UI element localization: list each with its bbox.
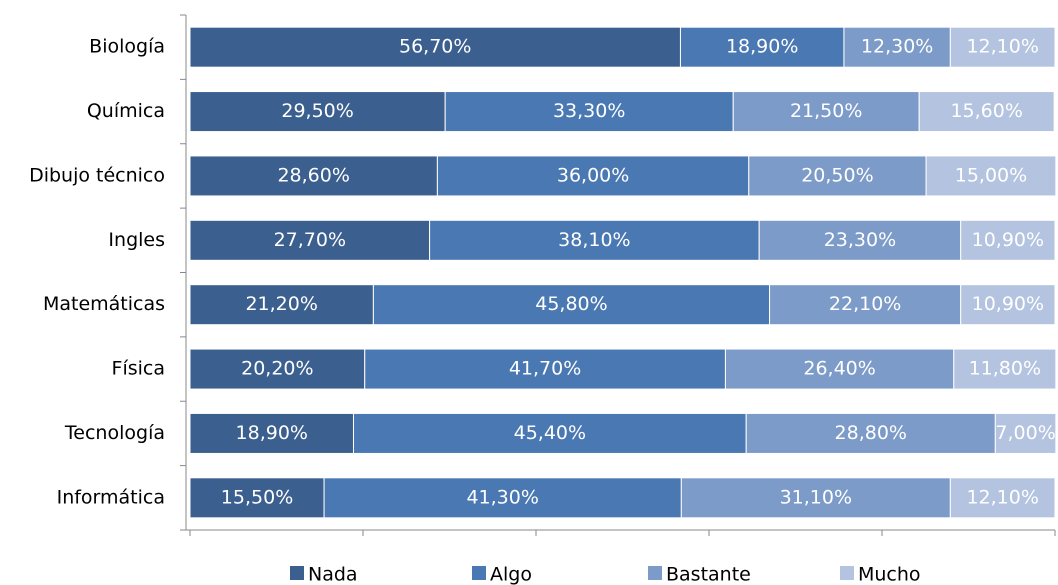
value-label: 29,50% [281, 100, 353, 122]
value-label: 12,10% [966, 486, 1038, 508]
bar-segment [189, 348, 366, 390]
category-label: Física [112, 358, 165, 380]
legend-label: Bastante [666, 564, 751, 585]
bar-segment [949, 26, 1056, 68]
category-label: Ingles [108, 229, 165, 251]
value-label: 15,00% [955, 164, 1027, 186]
bar-segment [758, 219, 962, 261]
bar-segment [748, 155, 927, 197]
category-label: Matemáticas [43, 293, 165, 315]
value-label: 18,90% [726, 36, 798, 58]
value-label: 38,10% [558, 229, 630, 251]
legend-label: Mucho [858, 564, 921, 585]
bar-segment [732, 91, 920, 133]
bar-segment [436, 155, 750, 197]
bar-segment [372, 284, 771, 326]
value-label: 15,50% [221, 486, 293, 508]
legend-swatch [648, 566, 662, 580]
value-label: 26,40% [803, 358, 875, 380]
bar-segment [189, 26, 681, 68]
value-label: 23,30% [824, 229, 896, 251]
category-label: Tecnología [64, 422, 165, 444]
bar-segment [352, 412, 747, 454]
bar-segment [843, 26, 951, 68]
bar-segment [769, 284, 962, 326]
category-label: Dibujo técnico [29, 164, 165, 186]
value-label: 22,10% [829, 293, 901, 315]
value-label: 33,30% [553, 100, 625, 122]
value-label: 28,60% [277, 164, 349, 186]
bar-segment [189, 412, 354, 454]
bar-segment [680, 477, 951, 519]
bar-segment [679, 26, 845, 68]
legend-swatch [290, 566, 304, 580]
bar-segment [918, 91, 1055, 133]
value-label: 36,00% [557, 164, 629, 186]
value-label: 7,00% [995, 422, 1055, 444]
legend-swatch [472, 566, 486, 580]
value-label: 20,50% [801, 164, 873, 186]
value-label: 28,80% [835, 422, 907, 444]
bar-segment [189, 284, 374, 326]
value-label: 41,70% [509, 358, 581, 380]
bar-segment [960, 219, 1056, 261]
value-label: 12,30% [861, 36, 933, 58]
value-label: 18,90% [236, 422, 308, 444]
value-label: 10,90% [972, 229, 1044, 251]
bar-segment [953, 348, 1057, 390]
value-label: 15,60% [950, 100, 1022, 122]
value-label: 31,10% [780, 486, 852, 508]
value-label: 27,70% [274, 229, 346, 251]
legend-swatch [840, 566, 854, 580]
bar-segment [724, 348, 955, 390]
bar-segment [745, 412, 996, 454]
value-label: 20,20% [241, 358, 313, 380]
value-label: 41,30% [466, 486, 538, 508]
value-label: 21,20% [245, 293, 317, 315]
value-label: 21,50% [790, 100, 862, 122]
value-label: 10,90% [972, 293, 1044, 315]
value-label: 12,10% [966, 36, 1038, 58]
value-label: 11,80% [969, 358, 1041, 380]
bar-segment [189, 155, 438, 197]
bar-segment [444, 91, 734, 133]
category-label: Química [87, 100, 165, 122]
bar-segment [925, 155, 1057, 197]
bar-segment [994, 412, 1057, 454]
value-label: 45,80% [535, 293, 607, 315]
value-label: 45,40% [514, 422, 586, 444]
category-label: Biología [89, 36, 165, 58]
bar-segment [949, 477, 1056, 519]
value-label: 56,70% [399, 36, 471, 58]
legend-label: Algo [490, 564, 532, 585]
category-label: Informática [57, 486, 165, 508]
bar-segment [960, 284, 1056, 326]
bar-segment [189, 477, 325, 519]
legend-label: Nada [308, 564, 358, 585]
bar-segment [364, 348, 726, 390]
